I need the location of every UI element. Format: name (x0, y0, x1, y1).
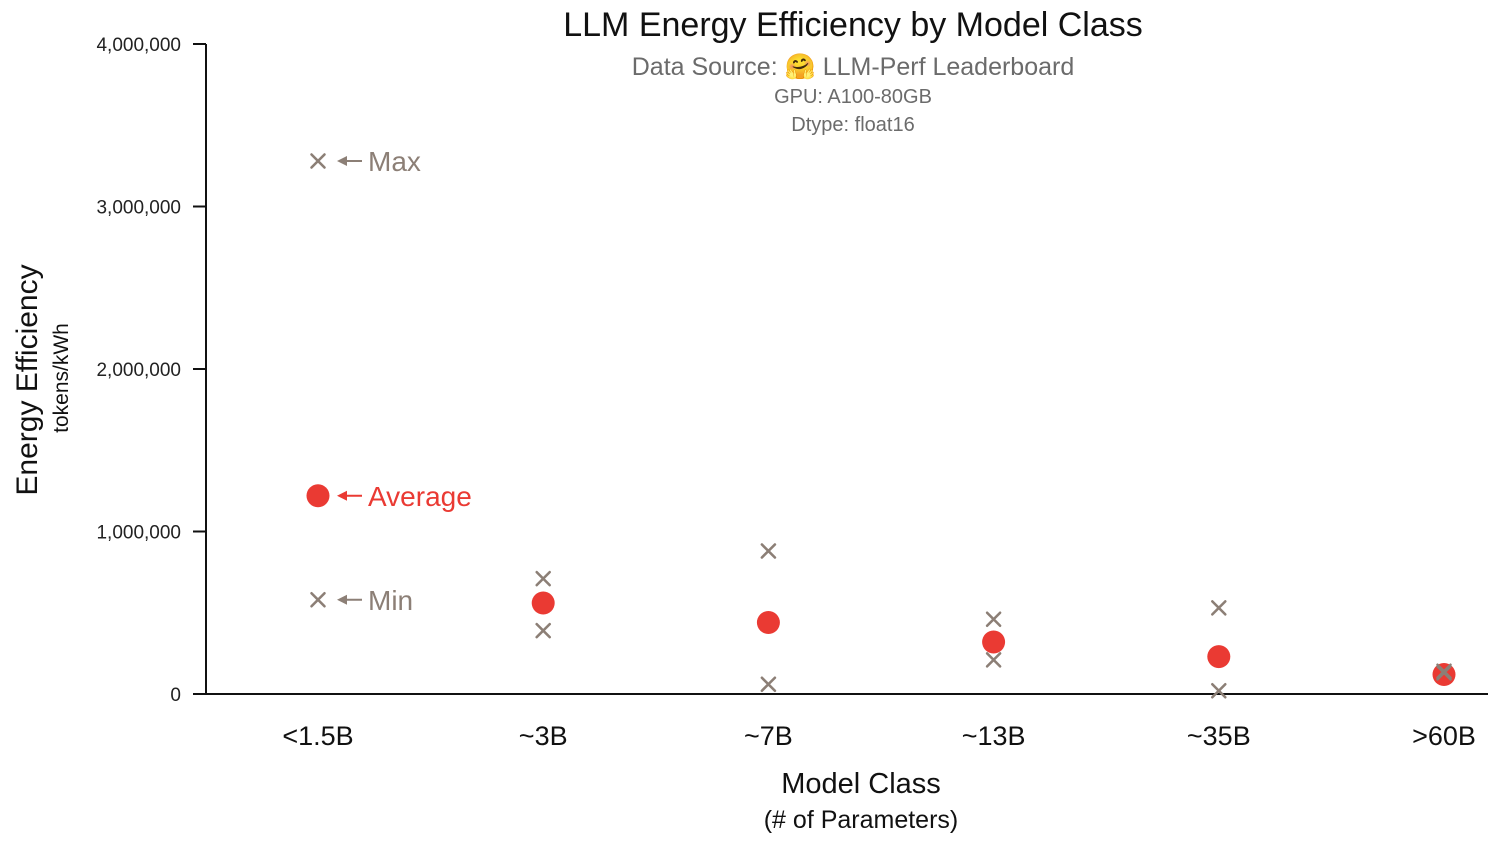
max-point (1211, 600, 1227, 616)
y-tick-label: 0 (170, 685, 181, 706)
average-arrow-head-icon (337, 490, 347, 501)
min-point (1211, 682, 1227, 699)
y-axis-unit: tokens/kWh (50, 323, 73, 433)
x-tick-label: ~35B (1187, 721, 1251, 751)
chart-title: LLM Energy Efficiency by Model Class (563, 6, 1143, 44)
min-point (310, 591, 326, 608)
y-tick-label: 4,000,000 (96, 35, 181, 56)
min-arrow-head-icon (337, 594, 347, 605)
average-annotation-label: Average (368, 481, 472, 512)
chart-marks (306, 153, 1456, 699)
average-point (531, 591, 555, 615)
x-tick-label: ~3B (519, 721, 568, 751)
average-point (1207, 645, 1231, 669)
y-tick-label: 3,000,000 (96, 198, 181, 219)
x-ticks: <1.5B ~3B ~7B ~13B ~35B >60B (282, 721, 1476, 751)
chart-annotations: Max Average Min (337, 146, 472, 616)
average-point (982, 630, 1006, 654)
x-tick-label: <1.5B (282, 721, 353, 751)
x-tick-label: >60B (1412, 721, 1476, 751)
y-axis-title: Energy Efficiency (11, 264, 44, 495)
chart-subtitle-source: Data Source: 🤗 LLM-Perf Leaderboard (632, 53, 1075, 81)
min-annotation-label: Min (368, 585, 413, 616)
min-point (985, 652, 1002, 668)
max-annotation-label: Max (368, 146, 421, 177)
max-point (535, 570, 551, 587)
y-ticks: 0 1,000,000 2,000,000 3,000,000 4,000,000 (96, 35, 206, 706)
average-point (756, 611, 780, 634)
max-point (310, 153, 326, 169)
source-prefix: Data Source: (632, 53, 778, 81)
x-tick-label: ~13B (962, 721, 1026, 751)
average-point (306, 484, 330, 508)
chart-subtitle-dtype: Dtype: float16 (791, 114, 914, 136)
x-axis-title: Model Class (781, 768, 941, 800)
y-tick-label: 2,000,000 (96, 360, 181, 381)
min-point (760, 676, 777, 693)
min-point (535, 622, 551, 639)
hugging-face-emoji-icon: 🤗 (785, 53, 816, 81)
max-point (985, 611, 1002, 628)
chart-subtitle-gpu: GPU: A100-80GB (774, 86, 932, 108)
x-tick-label: ~7B (744, 721, 793, 751)
max-point (760, 543, 777, 559)
min-point (1436, 665, 1452, 681)
source-name: LLM-Perf Leaderboard (823, 53, 1075, 81)
y-tick-label: 1,000,000 (96, 523, 181, 544)
x-axis-subtitle: (# of Parameters) (764, 806, 959, 834)
max-arrow-head-icon (337, 156, 347, 166)
